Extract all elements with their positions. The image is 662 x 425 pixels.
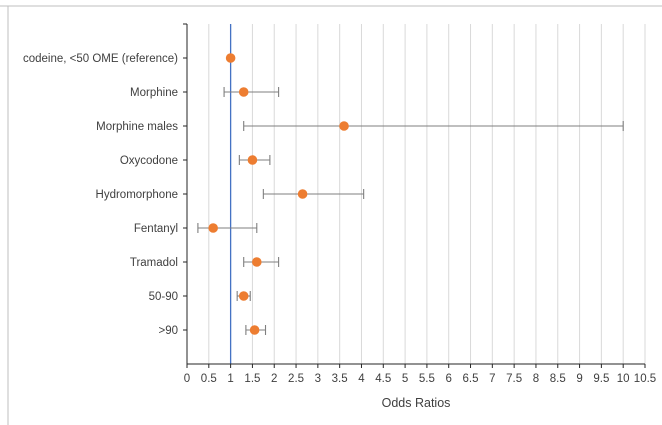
category-label: Tramadol [130,257,178,269]
x-tick-label: 7.5 [506,373,522,385]
x-axis-title: Odds Ratios [382,396,451,410]
x-tick-label: 9 [576,373,582,385]
x-tick-label: 3.5 [332,373,348,385]
grid-layer [208,24,646,364]
odds-ratio-point [208,223,218,233]
x-tick-label: 1.5 [244,373,260,385]
x-tick-label: 3 [315,373,321,385]
odds-ratio-point [225,53,236,63]
odds-ratio-point [238,87,249,97]
x-tick-label: 0.5 [201,373,217,385]
category-label-layer: codeine, <50 OME (reference) Morphine Morp… [23,53,178,337]
category-label: Hydromorphone [96,189,178,201]
category-label: Oxycodone [120,155,178,167]
x-tick-label: 8.5 [550,373,566,385]
category-label: Morphine [130,87,178,99]
x-tick-label: 4 [358,373,365,385]
x-tick-label: 9.5 [593,373,609,385]
odds-ratio-point [238,291,249,301]
odds-ratio-point [251,257,262,267]
category-label: Fentanyl [134,223,178,235]
odds-ratio-point [247,155,258,165]
x-tick-label: 5.5 [419,373,435,385]
category-label: 50-90 [149,291,178,303]
category-label: >90 [158,325,178,337]
point-layer [208,53,349,335]
x-tick-label: 6 [446,373,452,385]
x-tick-label: 7 [489,373,495,385]
x-tick-label: 10 [617,373,630,385]
odds-ratio-point [249,325,260,335]
x-tick-label: 1 [227,373,233,385]
x-tick-label: 8 [533,373,539,385]
x-tick-label: 0 [184,373,190,385]
category-label: codeine, <50 OME (reference) [23,53,178,65]
x-tick-label: 5 [402,373,408,385]
axis-layer: 0 0.5 1 1.5 2 2.5 3 3.5 4 4.5 5 5.5 6 6.5 7 7.5 8 8.5 9 9.5… [183,23,656,385]
odds-ratio-point [297,189,308,199]
error-bar-layer [197,87,624,335]
odds-ratio-point [339,121,349,131]
x-tick-label: 6.5 [463,373,479,385]
x-tick-label: 2 [271,373,277,385]
x-tick-label: 2.5 [288,373,304,385]
x-tick-label: 10.5 [634,373,656,385]
category-label: Morphine males [96,121,178,133]
x-tick-label: 4.5 [375,373,391,385]
